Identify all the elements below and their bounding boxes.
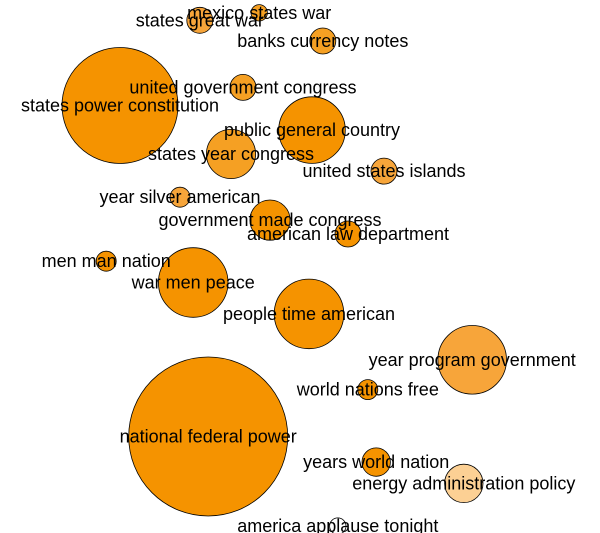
bubble-label: government made congress <box>158 210 381 230</box>
bubble <box>278 96 346 164</box>
bubble-label: mexico states war <box>187 3 331 23</box>
bubble-label: national federal power <box>120 427 297 447</box>
bubble <box>249 199 291 241</box>
bubble <box>357 379 379 401</box>
bubble <box>128 356 289 517</box>
bubble-label: united states islands <box>302 161 465 181</box>
bubble-label: years world nation <box>303 452 449 472</box>
bubble <box>361 447 391 477</box>
bubble <box>229 74 257 101</box>
bubble-label: banks currency notes <box>237 31 408 51</box>
bubble <box>273 278 345 350</box>
bubble-label: states power constitution <box>21 96 219 116</box>
bubble-label: war men peace <box>131 273 255 293</box>
bubble-label: america applause tonight <box>237 516 438 533</box>
bubble <box>309 27 337 55</box>
bubble <box>169 186 191 208</box>
bubble <box>186 6 214 34</box>
bubble <box>370 157 398 185</box>
bubble-label: people time american <box>223 304 395 324</box>
bubble-label: public general country <box>224 120 400 140</box>
bubble <box>157 247 229 318</box>
bubble-label: states year congress <box>148 144 314 164</box>
bubble <box>95 250 117 272</box>
bubble-label: men man nation <box>42 251 171 271</box>
bubble <box>329 517 347 533</box>
bubble-label: states great war <box>136 10 264 30</box>
bubble <box>205 128 256 179</box>
bubble-label: american law department <box>247 224 449 244</box>
bubbles-layer <box>61 4 507 533</box>
bubble-label: year program government <box>369 350 576 370</box>
bubble-label: united government congress <box>129 77 356 97</box>
bubble-label: year silver american <box>99 187 260 207</box>
bubble <box>250 4 268 22</box>
bubble <box>334 220 362 248</box>
bubble <box>61 47 179 164</box>
bubble-label: world nations free <box>296 380 439 400</box>
bubble <box>444 463 484 503</box>
bubble <box>437 325 507 395</box>
bubble-label: energy administration policy <box>352 473 575 493</box>
